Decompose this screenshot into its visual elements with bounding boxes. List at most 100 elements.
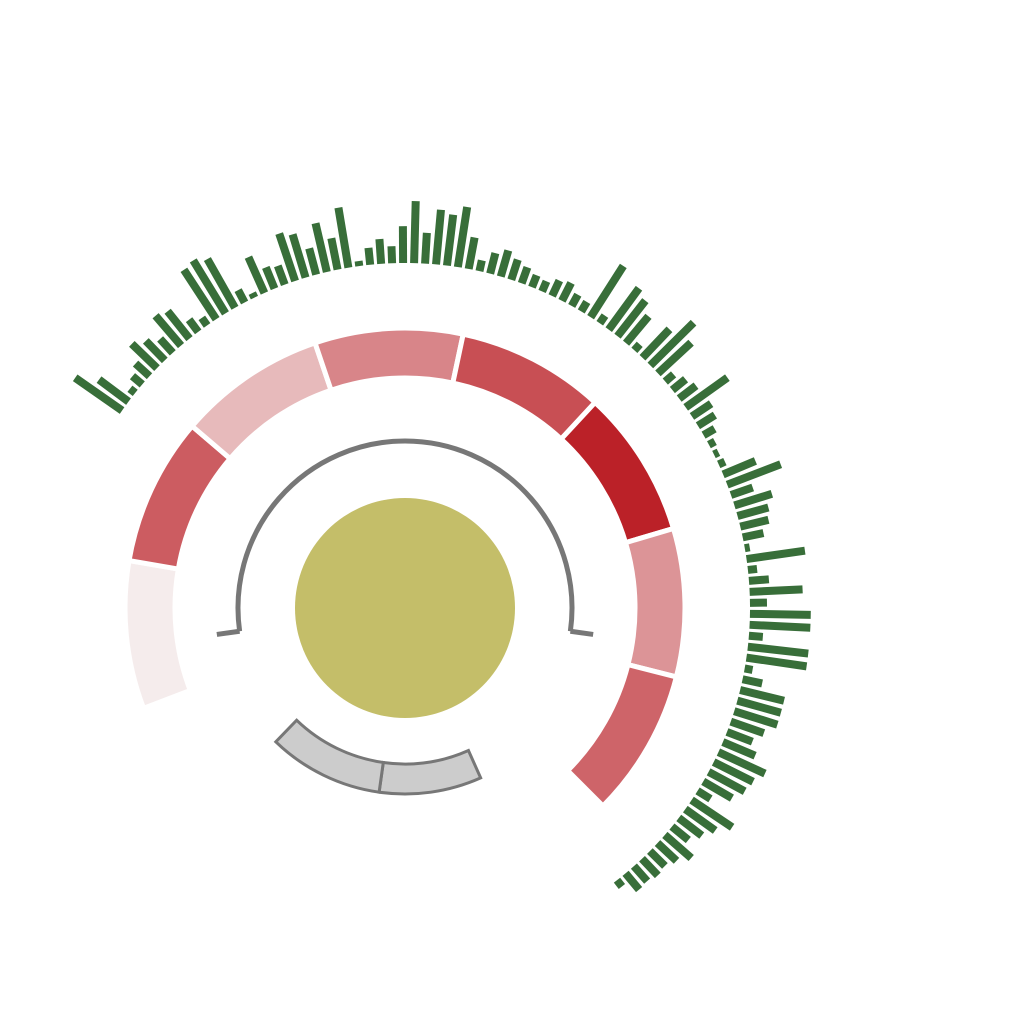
ring-bar — [275, 232, 299, 283]
ring-bar — [248, 291, 259, 300]
ring-bar — [327, 237, 342, 271]
ring-bar — [262, 265, 279, 291]
ring-bar — [725, 728, 754, 746]
ring-bar — [613, 877, 626, 889]
ring-bar — [739, 686, 785, 705]
ring-bar — [745, 546, 806, 563]
ring-bar — [748, 631, 764, 641]
ring-bar — [614, 298, 649, 339]
bar-ring — [72, 201, 811, 893]
ring-bar — [712, 448, 721, 459]
ring-bar — [682, 805, 718, 834]
ring-bar — [747, 642, 809, 658]
ring-bar — [729, 717, 766, 737]
ring-bar — [695, 411, 718, 430]
ring-bar — [655, 339, 694, 377]
ring-bar — [244, 255, 269, 295]
ring-bar — [689, 796, 735, 831]
ring-bar — [96, 376, 131, 405]
ring-bar — [528, 273, 541, 289]
ring-bar — [733, 489, 774, 510]
ring-bar — [721, 457, 757, 479]
ring-bar — [711, 758, 755, 786]
ring-bar — [198, 315, 211, 328]
ring-bar — [622, 313, 652, 346]
ring-bar — [387, 246, 397, 264]
heat-segment — [311, 325, 467, 394]
ring-bar — [274, 264, 289, 287]
ring-bar — [558, 281, 575, 303]
ring-bar — [736, 696, 782, 717]
ring-bar — [605, 285, 643, 332]
ring-bar — [189, 258, 229, 316]
ring-bar — [548, 278, 563, 298]
ring-bar — [410, 201, 420, 264]
ring-bar — [568, 292, 582, 308]
ring-bar — [743, 664, 754, 674]
ring-bar — [127, 385, 138, 397]
ring-bar — [587, 263, 627, 320]
ring-bar — [180, 267, 220, 322]
arc-end-tick — [570, 628, 594, 637]
ring-bar — [354, 260, 364, 267]
ring-bar — [129, 340, 160, 372]
ring-bar — [185, 317, 202, 335]
heat-segment — [188, 339, 335, 463]
ring-bar — [305, 247, 321, 276]
ring-bar — [442, 214, 458, 267]
ring-bar — [729, 483, 755, 499]
arc-block — [273, 718, 385, 794]
ring-bar — [132, 360, 153, 380]
ring-bar — [464, 236, 479, 270]
ring-bar — [662, 371, 677, 385]
ring-bar — [716, 748, 767, 778]
heat-segment — [622, 525, 688, 680]
arc-baseline — [235, 438, 575, 632]
ring-bar — [748, 575, 770, 585]
ring-bar — [707, 437, 717, 449]
ring-bar — [375, 238, 386, 265]
center-circle — [295, 498, 515, 718]
ring-bar — [453, 206, 472, 268]
ring-bar — [669, 823, 691, 844]
ring-bar — [739, 515, 770, 531]
ring-bar — [701, 777, 734, 802]
ring-bar — [733, 707, 779, 729]
center-layer — [295, 498, 515, 718]
ring-bar — [689, 400, 714, 420]
heat-segment — [122, 557, 194, 712]
ring-bar — [142, 338, 168, 364]
ring-bar — [234, 288, 249, 305]
ring-bar — [706, 768, 747, 795]
ring-bar — [647, 319, 697, 369]
ring-bar — [432, 209, 445, 265]
ring-bar — [203, 257, 239, 310]
ring-bar — [164, 308, 193, 342]
ring-bar — [517, 265, 532, 285]
ring-bar — [157, 336, 176, 356]
ring-bar — [639, 855, 661, 879]
ring-bar — [676, 382, 699, 402]
ring-bar — [496, 249, 513, 278]
ring-bar — [662, 831, 694, 861]
ring-bar — [717, 457, 727, 469]
ring-bar — [725, 460, 783, 489]
ring-bar — [744, 543, 751, 553]
ring-bar — [745, 653, 808, 671]
ring-bar — [749, 585, 803, 596]
ring-bar — [538, 279, 551, 294]
ring-bar — [747, 564, 758, 574]
ring-bar — [152, 313, 185, 349]
ring-bar — [507, 258, 522, 282]
heat-ring — [122, 325, 688, 810]
arc-block-track — [216, 438, 594, 796]
ring-bar — [596, 313, 609, 326]
ring-bar — [72, 374, 125, 414]
ring-bar — [741, 529, 765, 542]
arc-end-tick — [216, 628, 240, 637]
ring-bar — [639, 326, 673, 361]
heat-segment — [557, 398, 677, 546]
ring-bar — [669, 376, 689, 394]
ring-bar — [311, 222, 331, 273]
ring-bar — [622, 870, 643, 893]
